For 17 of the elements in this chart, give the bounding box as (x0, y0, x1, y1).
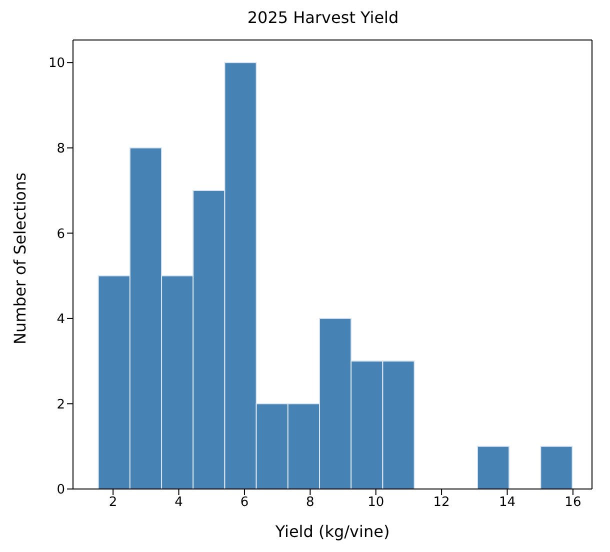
y-tick-label: 8 (56, 141, 65, 156)
y-tick-label: 6 (56, 226, 65, 242)
x-tick-label: 10 (368, 495, 384, 510)
x-tick-label: 12 (433, 495, 450, 510)
y-tick-label: 4 (56, 312, 65, 328)
x-axis-title: Yield (kg/vine) (274, 522, 390, 541)
x-tick-label: 6 (240, 495, 249, 510)
x-tick-label: 4 (174, 495, 183, 510)
y-tick-label: 10 (48, 56, 65, 72)
x-tick-label: 8 (306, 495, 314, 510)
x-tick-label: 14 (498, 495, 516, 510)
x-tick-label: 16 (564, 495, 582, 510)
y-tick-label: 0 (56, 482, 65, 498)
chart-title: 2025 Harvest Yield (246, 8, 400, 27)
y-tick-label: 2 (56, 397, 65, 412)
x-tick-label: 2 (108, 495, 118, 510)
y-axis-title: Number of Selections (10, 172, 30, 344)
